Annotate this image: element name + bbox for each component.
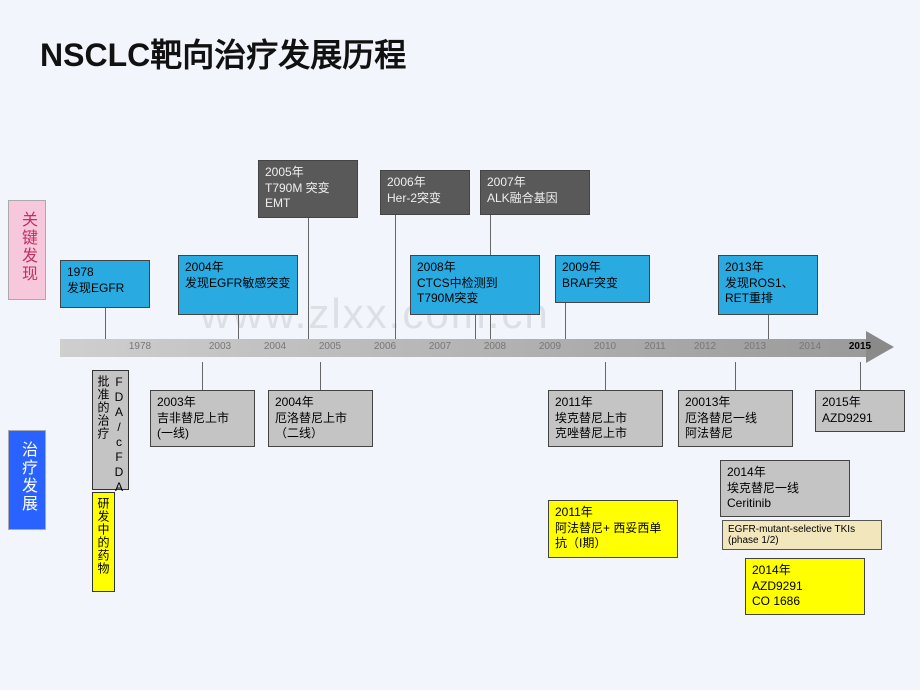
event-box-t2014b: 2014年埃克替尼一线Ceritinib — [720, 460, 850, 517]
event-box-t2013b: 20013年厄洛替尼一线阿法替尼 — [678, 390, 793, 447]
event-box-d2006: 2006年Her-2突变 — [380, 170, 470, 215]
connector — [308, 218, 309, 339]
note-egfr-selective: EGFR-mutant-selective TKIs (phase 1/2) — [722, 520, 882, 550]
connector — [768, 315, 769, 339]
event-box-t2015: 2015年AZD9291 — [815, 390, 905, 432]
timeline-tick: 2007 — [429, 341, 451, 352]
sidebar-label-discovery: 关键发现 — [8, 200, 46, 300]
category-fda-approved: FDA/cFDA批准的治疗 — [92, 370, 129, 490]
timeline-tick: 2009 — [539, 341, 561, 352]
timeline-tick: 2013 — [744, 341, 766, 352]
event-box-d2005: 2005年T790M 突变EMT — [258, 160, 358, 218]
timeline-tick: 2004 — [264, 341, 286, 352]
event-box-d1978: 1978发现EGFR — [60, 260, 150, 308]
connector — [605, 362, 606, 390]
event-box-d2013: 2013年发现ROS1、RET重排 — [718, 255, 818, 315]
connector — [395, 215, 396, 339]
connector — [860, 362, 861, 390]
timeline-tick: 2010 — [594, 341, 616, 352]
connector — [475, 315, 476, 339]
timeline-tick: 2014 — [799, 341, 821, 352]
timeline-tick: 2011 — [644, 341, 666, 352]
connector — [320, 362, 321, 390]
timeline-tick: 2008 — [484, 341, 506, 352]
event-box-t2011a: 2011年埃克替尼上市克唑替尼上市 — [548, 390, 663, 447]
event-box-d2009: 2009年BRAF突变 — [555, 255, 650, 303]
timeline-tick: 1978 — [129, 341, 151, 352]
event-box-d2007: 2007年ALK融合基因 — [480, 170, 590, 215]
event-box-y2014: 2014年AZD9291CO 1686 — [745, 558, 865, 615]
timeline-tick: 2006 — [374, 341, 396, 352]
timeline-tick: 2015 — [849, 341, 871, 352]
timeline-tick: 2005 — [319, 341, 341, 352]
connector — [202, 362, 203, 390]
page-title: NSCLC靶向治疗发展历程 — [40, 30, 406, 76]
timeline-tick: 2003 — [209, 341, 231, 352]
connector — [238, 315, 239, 339]
event-box-t2003: 2003年吉非替尼上市(一线) — [150, 390, 255, 447]
event-box-t2004: 2004年厄洛替尼上市（二线） — [268, 390, 373, 447]
category-in-development: 研发中的药物 — [92, 492, 115, 592]
event-box-y2011: 2011年阿法替尼+ 西妥西单抗（I期） — [548, 500, 678, 558]
event-box-d2008: 2008年CTCS中检测到T790M突变 — [410, 255, 540, 315]
sidebar-label-therapy: 治疗发展 — [8, 430, 46, 530]
connector — [565, 303, 566, 339]
connector — [735, 362, 736, 390]
connector — [105, 308, 106, 339]
timeline-tick: 2012 — [694, 341, 716, 352]
event-box-d2004: 2004年发现EGFR敏感突变 — [178, 255, 298, 315]
